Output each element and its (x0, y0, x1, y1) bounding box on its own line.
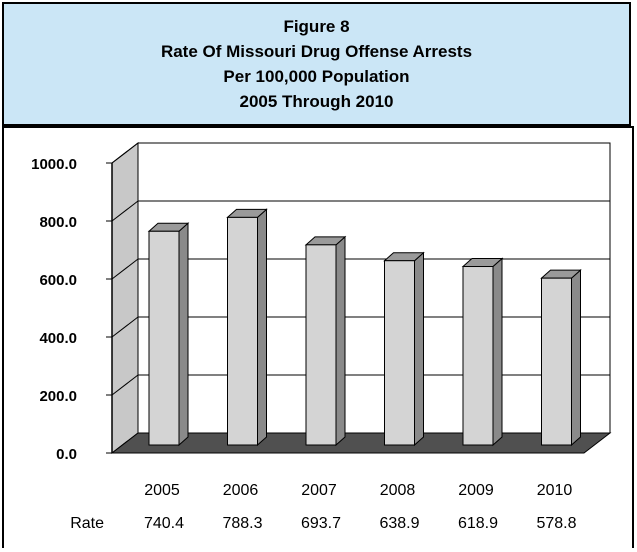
bar-side (571, 269, 581, 447)
rate-value-label: 618.9 (458, 515, 498, 532)
gridline-side (111, 200, 139, 222)
x-category-label: 2005 (144, 482, 180, 499)
x-category-label: 2007 (301, 482, 337, 499)
y-tick-label: 200.0 (39, 388, 77, 405)
bar (227, 216, 258, 446)
rate-value-label: 578.8 (536, 515, 576, 532)
gridline-side (111, 374, 139, 396)
gridline-side (111, 258, 139, 280)
rate-value-label: 788.3 (222, 515, 262, 532)
bar (541, 277, 572, 446)
chart-title-line-4: 2005 Through 2010 (239, 92, 394, 111)
y-tick-label: 1000.0 (31, 156, 77, 173)
y-tick-label: 0.0 (56, 446, 77, 463)
side-wall (111, 141, 139, 455)
rate-row-label: Rate (70, 515, 104, 532)
bar (305, 244, 337, 446)
chart-title-line-1: Figure 8 (283, 17, 350, 36)
chart-title-line-2: Rate Of Missouri Drug Offense Arrests (160, 42, 473, 61)
rate-value-label: 693.7 (301, 515, 341, 532)
x-category-label: 2008 (380, 482, 416, 499)
y-tick-label: 400.0 (39, 330, 77, 347)
panel-divider (2, 126, 634, 128)
x-category-label: 2006 (223, 482, 259, 499)
chart-title-box: Figure 8 Rate Of Missouri Drug Offense A… (2, 2, 631, 126)
chart-title-line-3: Per 100,000 Population (223, 67, 410, 86)
x-category-label: 2010 (537, 482, 573, 499)
bar-side (335, 235, 346, 447)
gridline-side (111, 142, 139, 164)
rate-value-label: 740.4 (144, 515, 184, 532)
bar (148, 230, 180, 446)
bar (462, 266, 494, 446)
bar (384, 260, 415, 446)
bar-side (492, 257, 503, 447)
gridline-side (111, 316, 139, 338)
bar-side (414, 251, 424, 447)
bar-side (178, 222, 189, 447)
bar-side (257, 208, 267, 447)
back-wall (137, 142, 611, 434)
x-category-label: 2009 (458, 482, 494, 499)
y-tick-label: 800.0 (39, 214, 77, 231)
y-tick-label: 600.0 (39, 272, 77, 289)
rate-value-label: 638.9 (379, 515, 419, 532)
